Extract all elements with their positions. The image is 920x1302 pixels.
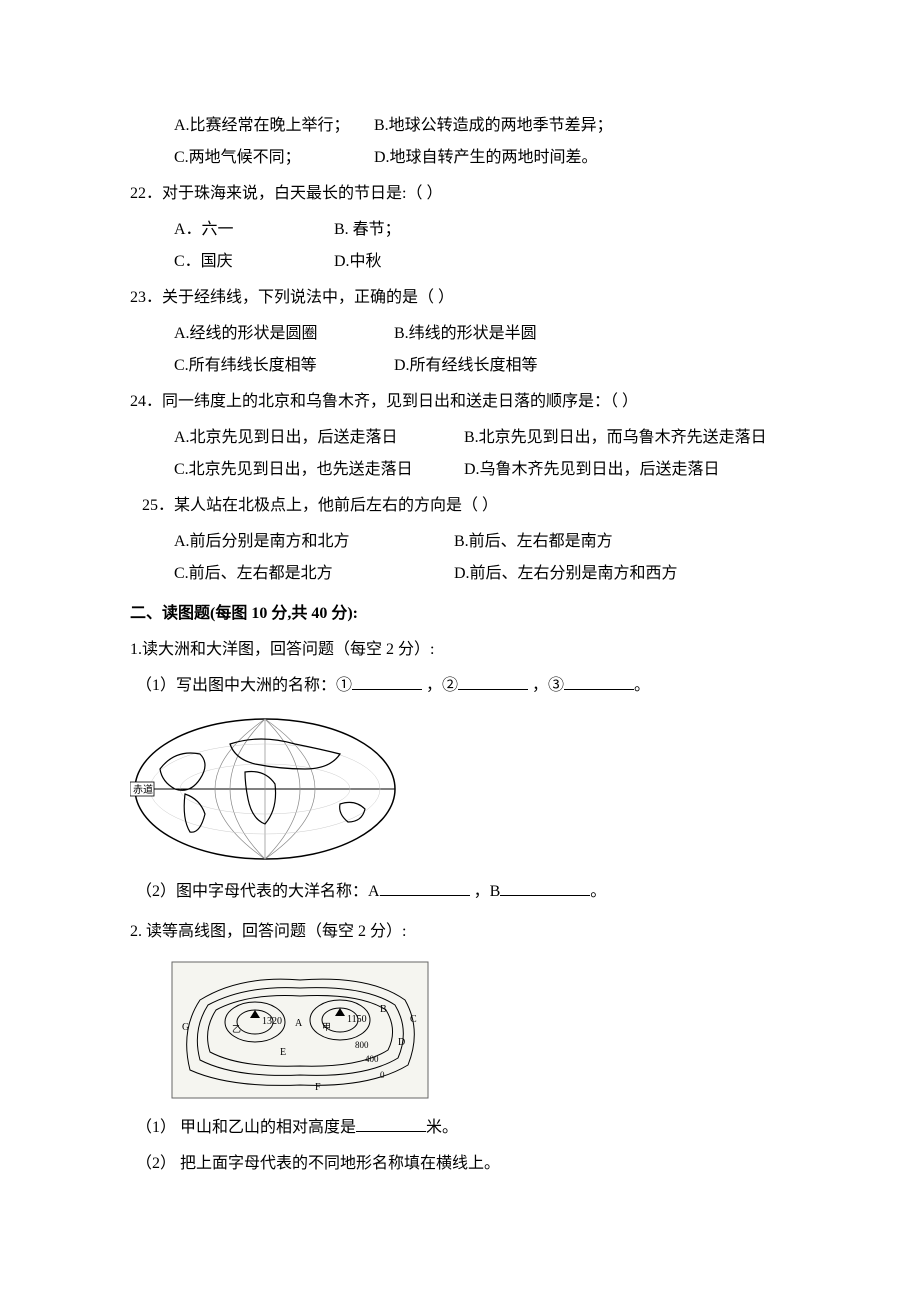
- svg-text:A: A: [295, 1018, 303, 1029]
- s2-q2-part1-suffix: 米。: [426, 1119, 458, 1136]
- s2-q1-part1-sep2: ，③: [528, 677, 564, 694]
- s2-q1-part1-prefix: （1）写出图中大洲的名称：①: [136, 677, 352, 694]
- blank-height: [356, 1116, 426, 1132]
- q24-options: A.北京先见到日出，后送走落日 B.北京先见到日出，而乌鲁木齐先送走落日 C.北…: [130, 422, 800, 486]
- blank-ocean-b: [500, 880, 590, 896]
- s2-q2-part1-prefix: （1） 甲山和乙山的相对高度是: [136, 1119, 356, 1136]
- q23-stem: 23．关于经纬线，下列说法中，正确的是（ ）: [130, 282, 800, 314]
- svg-text:甲: 甲: [322, 1022, 331, 1032]
- s2-q1-part1-sep1: ，②: [422, 677, 458, 694]
- q25-opt-a: A.前后分别是南方和北方: [174, 526, 454, 558]
- svg-text:D: D: [398, 1037, 405, 1048]
- q21-opt-c: C.两地气候不同；: [174, 142, 374, 174]
- q23-opt-d: D.所有经线长度相等: [394, 350, 538, 382]
- q22-opt-a: A．六一: [174, 214, 334, 246]
- s2-q2-part1: （1） 甲山和乙山的相对高度是 米。: [130, 1112, 800, 1144]
- s2-q1-part1: （1）写出图中大洲的名称：① ，② ，③ 。: [130, 670, 800, 702]
- s2-q1-part2-sep: ，B: [470, 883, 501, 900]
- blank-continent-3: [564, 674, 634, 690]
- q22-opt-c: C．国庆: [174, 246, 334, 278]
- s2-q2-part2: （2） 把上面字母代表的不同地形名称填在横线上。: [130, 1148, 800, 1180]
- q23-opt-c: C.所有纬线长度相等: [174, 350, 394, 382]
- s2-q1-part2-prefix: （2）图中字母代表的大洋名称：A: [136, 883, 380, 900]
- q25-options: A.前后分别是南方和北方 B.前后、左右都是南方 C.前后、左右都是北方 D.前…: [130, 526, 800, 590]
- q22-stem: 22．对于珠海来说，白天最长的节日是:（ ）: [130, 178, 800, 210]
- q23-opt-b: B.纬线的形状是半圆: [394, 318, 537, 350]
- section2-title: 二、读图题(每图 10 分,共 40 分):: [130, 598, 800, 630]
- q21-opt-a: A.比赛经常在晚上举行；: [174, 110, 374, 142]
- q24-stem: 24．同一纬度上的北京和乌鲁木齐，见到日出和送走日落的顺序是：（ ）: [130, 386, 800, 418]
- q25-opt-c: C.前后、左右都是北方: [174, 558, 454, 590]
- q25-opt-d: D.前后、左右分别是南方和西方: [454, 558, 678, 590]
- contour-map-svg: 乙 1320 A 甲 1150 G B C D E F 800 400 0: [170, 960, 430, 1100]
- q21-options: A.比赛经常在晚上举行； B.地球公转造成的两地季节差异； C.两地气候不同； …: [130, 110, 800, 174]
- svg-text:1320: 1320: [262, 1016, 282, 1027]
- s2-q1-intro: 1.读大洲和大洋图，回答问题（每空 2 分）:: [130, 634, 800, 666]
- svg-text:400: 400: [365, 1054, 379, 1064]
- q23-opt-a: A.经线的形状是圆圈: [174, 318, 394, 350]
- q24-opt-d: D.乌鲁木齐先见到日出，后送走落日: [464, 454, 720, 486]
- s2-q1-part1-suffix: 。: [634, 677, 650, 694]
- q22-opt-b: B. 春节；: [334, 214, 401, 246]
- blank-continent-1: [352, 674, 422, 690]
- q23-options: A.经线的形状是圆圈 B.纬线的形状是半圆 C.所有纬线长度相等 D.所有经线长…: [130, 318, 800, 382]
- q22-options: A．六一 B. 春节； C．国庆 D.中秋: [130, 214, 800, 278]
- q21-opt-d: D.地球自转产生的两地时间差。: [374, 142, 654, 174]
- q24-opt-b: B.北京先见到日出，而乌鲁木齐先送走落日: [464, 422, 767, 454]
- q22-opt-d: D.中秋: [334, 246, 382, 278]
- svg-text:乙: 乙: [232, 1024, 241, 1034]
- s2-q2-intro: 2. 读等高线图，回答问题（每空 2 分）:: [130, 916, 800, 948]
- svg-text:B: B: [380, 1004, 387, 1015]
- svg-text:800: 800: [355, 1040, 369, 1050]
- q25-opt-b: B.前后、左右都是南方: [454, 526, 613, 558]
- q24-opt-a: A.北京先见到日出，后送走落日: [174, 422, 464, 454]
- s2-q1-part2-suffix: 。: [590, 883, 606, 900]
- q25-stem: 25．某人站在北极点上，他前后左右的方向是（ ）: [130, 490, 800, 522]
- world-map-svg: 赤道: [130, 714, 400, 864]
- s2-q1-part2: （2）图中字母代表的大洋名称：A ，B 。: [130, 876, 800, 908]
- contour-map-figure: 乙 1320 A 甲 1150 G B C D E F 800 400 0: [130, 960, 800, 1100]
- q21-opt-b: B.地球公转造成的两地季节差异；: [374, 110, 654, 142]
- blank-ocean-a: [380, 880, 470, 896]
- svg-text:赤道: 赤道: [133, 783, 153, 796]
- svg-text:F: F: [315, 1082, 321, 1093]
- svg-text:1150: 1150: [347, 1014, 367, 1025]
- blank-continent-2: [458, 674, 528, 690]
- world-map-figure: 赤道: [130, 714, 800, 864]
- svg-text:G: G: [182, 1022, 189, 1033]
- svg-text:0: 0: [380, 1070, 385, 1080]
- q24-opt-c: C.北京先见到日出，也先送走落日: [174, 454, 464, 486]
- svg-text:E: E: [280, 1047, 286, 1058]
- svg-text:C: C: [410, 1014, 417, 1025]
